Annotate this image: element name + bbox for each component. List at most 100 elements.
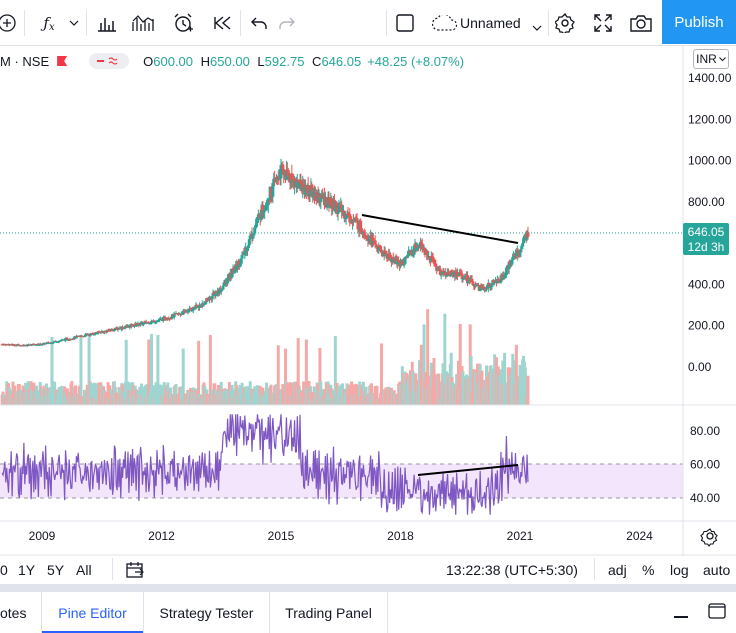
candle-body — [378, 245, 382, 247]
candle-body — [308, 190, 312, 197]
candle-body — [154, 322, 158, 324]
candle-body — [472, 285, 476, 287]
candle-body — [335, 202, 339, 214]
candle-body — [255, 217, 259, 223]
volume-bar — [115, 392, 119, 405]
legend-toggle[interactable] — [89, 53, 130, 69]
price-axis-label: 0.00 — [688, 360, 712, 374]
candle-body — [420, 243, 424, 250]
range-5y[interactable]: 5Y — [47, 562, 65, 578]
volume-bar — [39, 385, 43, 405]
candle-body — [191, 307, 195, 311]
candle-body — [34, 344, 38, 346]
candle-body — [210, 296, 214, 300]
candle-body — [152, 320, 156, 323]
time-axis-label: 2018 — [387, 529, 414, 543]
axis-settings-icon[interactable] — [700, 528, 718, 547]
candle-body — [209, 298, 213, 300]
candle-body — [394, 258, 398, 260]
candle-body — [487, 282, 491, 284]
layout-name-dropdown[interactable]: Unnamed — [431, 7, 548, 39]
candle-body — [253, 227, 257, 234]
goto-date-icon[interactable] — [126, 561, 146, 582]
volume-bar — [424, 372, 428, 405]
settings-icon[interactable] — [552, 7, 578, 39]
minimize-icon[interactable] — [674, 616, 688, 618]
alert-icon[interactable] — [170, 7, 196, 39]
bar-style-icon[interactable] — [94, 7, 120, 39]
indicators-icon[interactable] — [130, 7, 156, 39]
adj-toggle[interactable]: adj — [608, 562, 627, 578]
volume-bar — [11, 381, 15, 405]
candle-body — [350, 222, 354, 224]
candle-body — [303, 188, 307, 195]
percent-toggle[interactable]: % — [642, 562, 655, 578]
volume-bar — [246, 386, 250, 405]
currency-selector[interactable]: INR — [693, 49, 729, 69]
candle-body — [239, 258, 243, 264]
clock-time[interactable]: 13:22:38 (UTC+5:30) — [446, 562, 578, 578]
range-0[interactable]: 0 — [0, 562, 8, 578]
candle-body — [192, 307, 196, 309]
candle-body — [188, 308, 192, 310]
tab-trading-panel[interactable]: Trading Panel — [270, 592, 388, 633]
candle-body — [132, 325, 136, 327]
publish-button[interactable]: Publish — [662, 0, 736, 44]
volume-bar — [134, 389, 138, 405]
candle-body — [109, 330, 113, 332]
maximize-icon[interactable] — [708, 603, 726, 622]
candle-body — [178, 313, 182, 315]
camera-icon[interactable] — [628, 7, 654, 39]
candle-body — [470, 278, 474, 283]
volume-bar — [523, 367, 527, 405]
candle-body — [410, 250, 414, 256]
tab-strategy-tester[interactable]: Strategy Tester — [144, 592, 270, 633]
volume-bar — [238, 384, 242, 405]
replay-icon[interactable] — [210, 7, 236, 39]
undo-icon[interactable] — [246, 7, 272, 39]
candle-body — [72, 338, 76, 340]
candle-body — [296, 179, 300, 182]
volume-bar — [456, 360, 460, 405]
log-toggle[interactable]: log — [670, 562, 689, 578]
redo-icon[interactable] — [274, 7, 300, 39]
candle-body — [508, 261, 512, 265]
range-1y[interactable]: 1Y — [18, 562, 36, 578]
price-chart[interactable]: 1400.001200.001000.00800.00600.00400.002… — [0, 46, 736, 556]
candle-body — [284, 169, 288, 180]
range-all[interactable]: All — [76, 562, 92, 578]
chevron-down-icon[interactable] — [66, 7, 82, 39]
time-axis-label: 2021 — [507, 529, 534, 543]
candle-body — [340, 204, 344, 213]
symbol-label[interactable]: M · NSE — [0, 53, 50, 69]
candle-body — [266, 200, 270, 205]
tab-pine-editor[interactable]: Pine Editor — [42, 592, 144, 633]
volume-bar — [339, 384, 343, 405]
chart-legend: M · NSE O600.00 H650.00 L592.75 C646.05 … — [0, 52, 464, 70]
flag-icon[interactable] — [57, 56, 68, 66]
candle-body — [264, 205, 268, 211]
volume-bar — [276, 345, 280, 405]
add-icon[interactable] — [0, 7, 18, 39]
candle-body — [255, 222, 259, 226]
volume-bar — [221, 390, 225, 405]
candle-body — [423, 248, 427, 254]
candle-body — [94, 332, 98, 334]
candle-body — [114, 327, 118, 329]
candle-body — [460, 273, 464, 280]
auto-toggle[interactable]: auto — [703, 562, 731, 578]
candle-body — [204, 301, 208, 303]
tab-notes[interactable]: otes — [0, 592, 42, 633]
candle-body — [442, 270, 446, 273]
panel-divider[interactable] — [0, 584, 736, 592]
candle-body — [221, 285, 225, 290]
volume-bar — [445, 371, 449, 405]
candle-body — [169, 317, 173, 319]
candle-body — [59, 340, 63, 342]
time-axis-label: 2015 — [268, 529, 295, 543]
layout-square-icon[interactable] — [392, 7, 418, 39]
candle-body — [356, 220, 360, 230]
candle-body — [131, 324, 135, 327]
fullscreen-icon[interactable] — [590, 7, 616, 39]
